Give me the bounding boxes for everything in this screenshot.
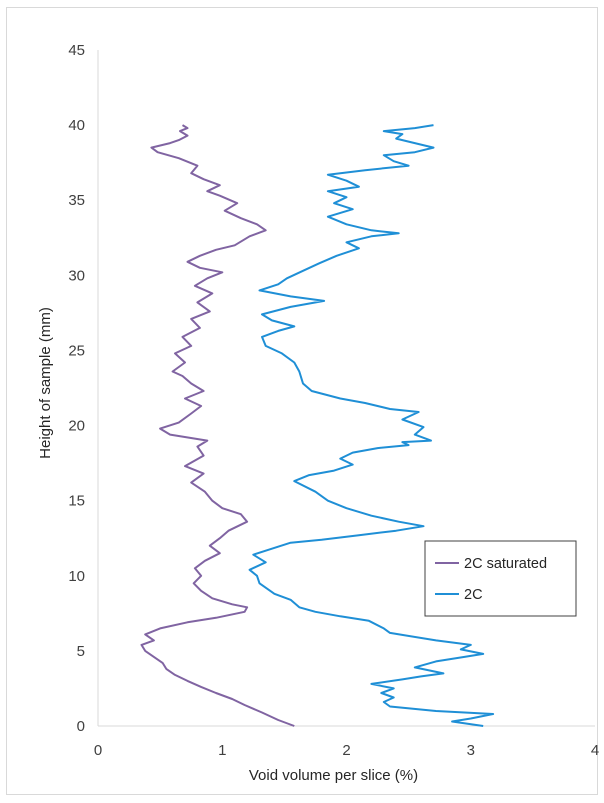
legend-label: 2C saturated [464,556,547,572]
x-axis-title: Void volume per slice (%) [249,767,418,784]
legend: 2C saturated 2C [424,540,577,617]
y-tick-label: 45 [68,42,85,59]
x-tick-label: 4 [591,742,599,759]
legend-box [424,540,577,617]
y-axis-title: Height of sample (mm) [37,307,54,459]
y-tick-label: 10 [68,568,85,585]
y-tick-label: 0 [77,718,85,735]
series-line-0 [140,124,295,727]
x-tick-label: 0 [94,742,102,759]
chart-frame: 0 5 10 15 20 25 30 35 40 45 0 1 2 3 4 Void volume per … [6,7,599,795]
y-tick-label: 25 [68,342,85,359]
x-tick-label: 2 [342,742,350,759]
x-tick-label: 1 [218,742,226,759]
line-chart: 0 5 10 15 20 25 30 35 40 45 0 1 2 3 4 Void volume per … [37,42,599,784]
series-lines [140,124,495,727]
series-line-1 [248,124,495,727]
y-tick-label: 20 [68,418,85,435]
y-tick-label: 30 [68,267,85,284]
y-tick-label: 35 [68,192,85,209]
legend-label: 2C [464,587,483,603]
y-tick-label: 15 [68,493,85,510]
y-tick-label: 40 [68,117,85,134]
x-tick-label: 3 [467,742,475,759]
y-tick-label: 5 [77,643,85,660]
tick-labels: 0 5 10 15 20 25 30 35 40 45 0 1 2 3 4 [68,42,599,759]
axes [97,50,595,727]
